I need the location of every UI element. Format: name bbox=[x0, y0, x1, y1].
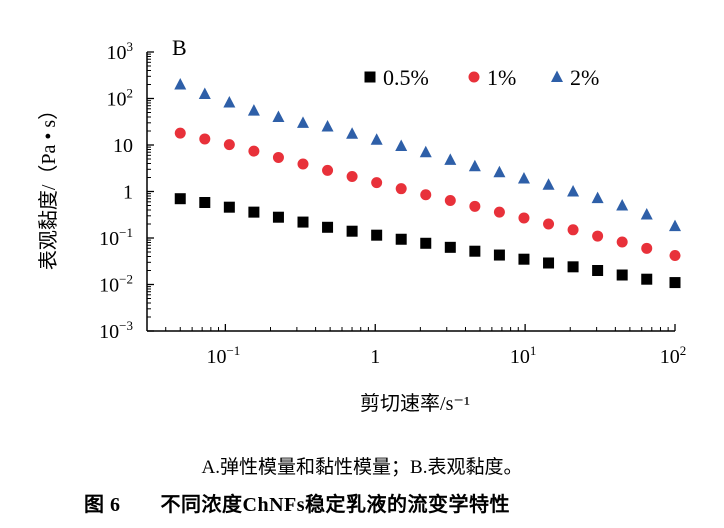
data-point-1% bbox=[199, 133, 211, 145]
data-point-0.5% bbox=[493, 249, 505, 261]
data-point-2% bbox=[542, 178, 555, 190]
data-point-1% bbox=[420, 189, 432, 201]
figure-title-line: 图 6 不同浓度ChNFs稳定乳液的流变学特性 bbox=[84, 488, 510, 517]
data-point-1% bbox=[518, 212, 530, 224]
data-point-2% bbox=[174, 78, 187, 90]
data-point-2% bbox=[370, 133, 383, 145]
data-point-0.5% bbox=[395, 233, 407, 245]
y-tick-label: 103 bbox=[107, 39, 134, 64]
data-point-0.5% bbox=[518, 253, 530, 265]
legend-label: 1% bbox=[487, 65, 516, 90]
x-tick-label: 102 bbox=[660, 343, 687, 368]
data-point-1% bbox=[248, 145, 260, 157]
data-point-1% bbox=[469, 200, 481, 212]
data-point-0.5% bbox=[592, 265, 604, 277]
legend-marker-1% bbox=[468, 71, 480, 83]
data-point-1% bbox=[174, 127, 186, 139]
data-point-1% bbox=[669, 250, 681, 262]
y-axis-label: 表观黏度/（Pa • s） bbox=[37, 100, 60, 270]
data-point-2% bbox=[321, 119, 334, 132]
data-point-0.5% bbox=[444, 241, 456, 253]
data-point-0.5% bbox=[248, 206, 260, 218]
data-point-0.5% bbox=[616, 269, 628, 281]
data-point-2% bbox=[272, 110, 285, 123]
data-point-0.5% bbox=[420, 237, 432, 249]
data-point-1% bbox=[297, 158, 309, 170]
y-tick-label: 10−1 bbox=[99, 225, 133, 250]
data-point-1% bbox=[543, 218, 555, 230]
data-point-0.5% bbox=[669, 277, 681, 289]
data-point-0.5% bbox=[272, 211, 284, 223]
data-point-1% bbox=[272, 151, 284, 163]
data-point-2% bbox=[517, 172, 530, 184]
data-point-1% bbox=[223, 139, 235, 151]
data-point-2% bbox=[616, 198, 629, 211]
data-point-2% bbox=[419, 145, 432, 158]
y-tick-label: 10 bbox=[113, 135, 133, 157]
data-point-2% bbox=[444, 153, 457, 165]
data-point-0.5% bbox=[469, 245, 481, 257]
data-point-1% bbox=[371, 177, 383, 189]
chart-legend: 0.5% 1% 2% bbox=[364, 65, 599, 90]
data-point-1% bbox=[567, 224, 579, 236]
y-tick-label: 1 bbox=[123, 182, 133, 204]
data-point-1% bbox=[616, 236, 628, 248]
panel-label: B bbox=[172, 35, 187, 60]
data-point-0.5% bbox=[346, 225, 358, 237]
data-point-2% bbox=[223, 96, 236, 108]
data-point-2% bbox=[198, 87, 211, 99]
data-point-2% bbox=[567, 185, 580, 197]
data-point-1% bbox=[322, 164, 334, 176]
data-point-0.5% bbox=[567, 261, 579, 273]
data-point-2% bbox=[591, 191, 604, 204]
legend-label: 2% bbox=[570, 65, 599, 90]
data-point-0.5% bbox=[371, 229, 383, 241]
data-point-2% bbox=[297, 116, 310, 128]
data-point-2% bbox=[640, 208, 653, 220]
y-tick-label: 10−3 bbox=[99, 318, 133, 343]
data-point-1% bbox=[346, 171, 358, 183]
legend-marker-0.5% bbox=[364, 71, 376, 83]
y-tick-label: 102 bbox=[107, 86, 134, 111]
figure-number: 图 6 bbox=[84, 494, 121, 516]
data-point-1% bbox=[641, 242, 653, 254]
x-axis-label: 剪切速率/s⁻¹ bbox=[360, 392, 470, 415]
data-point-0.5% bbox=[174, 193, 186, 205]
figure-caption: A.弹性模量和黏性模量；B.表观黏度。 bbox=[201, 457, 523, 478]
data-point-0.5% bbox=[641, 273, 653, 285]
data-point-1% bbox=[444, 195, 456, 207]
data-point-0.5% bbox=[322, 221, 334, 233]
data-point-0.5% bbox=[199, 197, 211, 209]
data-point-2% bbox=[247, 104, 260, 116]
legend-label: 0.5% bbox=[383, 65, 429, 90]
data-point-2% bbox=[493, 165, 506, 178]
x-tick-label: 1 bbox=[370, 346, 380, 368]
data-point-2% bbox=[468, 159, 481, 172]
y-tick-label: 10−2 bbox=[99, 272, 133, 297]
figure-title: 不同浓度ChNFs稳定乳液的流变学特性 bbox=[160, 494, 511, 516]
data-point-0.5% bbox=[543, 257, 555, 269]
data-point-1% bbox=[395, 183, 407, 195]
data-point-0.5% bbox=[297, 216, 309, 228]
data-point-2% bbox=[346, 127, 359, 139]
legend-marker-2% bbox=[551, 70, 563, 82]
data-point-2% bbox=[669, 219, 681, 232]
x-tick-label: 101 bbox=[510, 343, 537, 368]
x-tick-label: 10−1 bbox=[206, 343, 240, 368]
data-point-2% bbox=[395, 139, 408, 152]
data-point-0.5% bbox=[223, 201, 235, 213]
data-point-1% bbox=[592, 230, 604, 242]
data-point-1% bbox=[493, 206, 505, 218]
